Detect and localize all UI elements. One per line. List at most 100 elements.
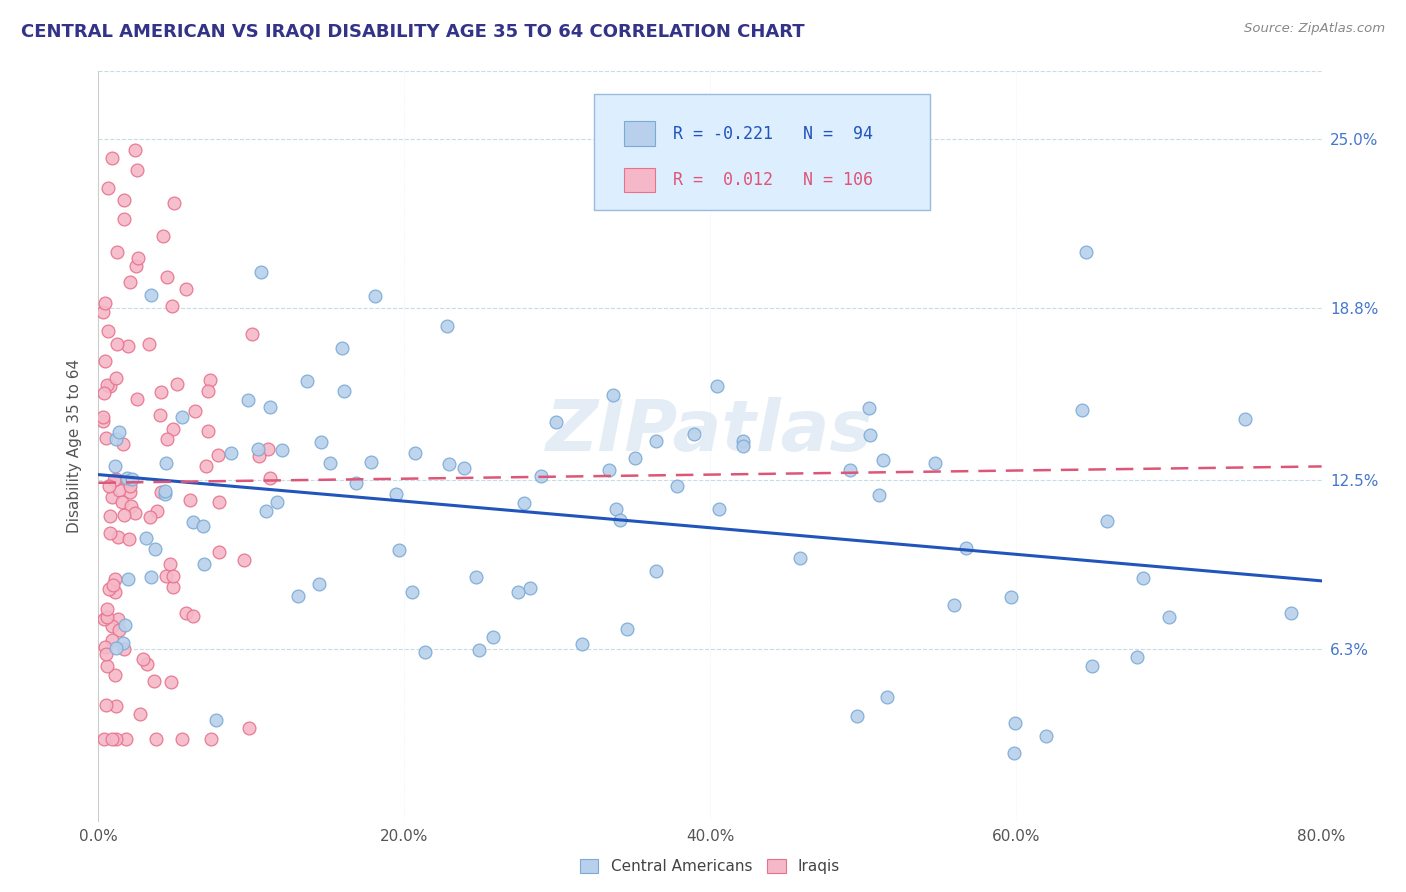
Point xyxy=(319,456,342,470)
Point xyxy=(665,479,688,493)
Point xyxy=(519,581,541,595)
Point xyxy=(115,470,138,484)
Point xyxy=(156,432,179,446)
Point xyxy=(98,479,121,493)
Point xyxy=(344,475,367,490)
Point xyxy=(104,572,127,586)
Point xyxy=(616,622,638,636)
Point xyxy=(135,657,157,671)
Point xyxy=(287,589,309,603)
Point xyxy=(120,276,142,290)
Point xyxy=(404,446,426,460)
FancyBboxPatch shape xyxy=(593,94,931,210)
Point xyxy=(333,384,356,398)
Point xyxy=(104,699,127,714)
Point xyxy=(1000,590,1022,604)
Point xyxy=(152,229,174,244)
Point xyxy=(112,642,135,657)
Point xyxy=(609,513,631,527)
Point xyxy=(266,495,288,509)
Point xyxy=(93,612,115,626)
Point xyxy=(104,585,127,599)
Point xyxy=(96,378,118,392)
Point xyxy=(162,299,184,313)
Point xyxy=(105,640,128,655)
Point xyxy=(117,572,139,586)
Point xyxy=(598,463,620,477)
Point xyxy=(97,181,120,195)
Point xyxy=(155,456,177,470)
Point xyxy=(194,458,217,473)
Point xyxy=(1071,403,1094,417)
Point xyxy=(546,415,568,429)
Point xyxy=(924,456,946,470)
Point xyxy=(101,618,124,632)
Point xyxy=(91,414,114,428)
Point xyxy=(955,541,977,555)
Point xyxy=(101,731,124,746)
Point xyxy=(170,731,193,746)
Point xyxy=(162,422,184,436)
Point xyxy=(1126,650,1149,665)
Point xyxy=(104,668,127,682)
Point xyxy=(120,485,142,500)
Point xyxy=(111,437,134,451)
Point xyxy=(105,245,128,260)
Point xyxy=(838,463,860,477)
FancyBboxPatch shape xyxy=(624,121,655,145)
Point xyxy=(159,557,181,571)
Point xyxy=(571,637,593,651)
Point xyxy=(121,471,143,485)
Point xyxy=(482,630,505,644)
Point xyxy=(105,371,128,385)
Point xyxy=(207,448,229,462)
Point xyxy=(208,545,231,559)
Point xyxy=(219,446,242,460)
Point xyxy=(191,519,214,533)
Point xyxy=(98,378,121,392)
Point xyxy=(112,194,135,208)
Point xyxy=(413,645,436,659)
Text: ZIPatlas: ZIPatlas xyxy=(547,397,873,466)
Point xyxy=(114,731,136,746)
Point xyxy=(153,486,176,500)
Point xyxy=(117,339,139,353)
Point xyxy=(170,410,193,425)
Point xyxy=(112,508,135,522)
Point xyxy=(141,287,163,301)
Point xyxy=(530,469,553,483)
Point xyxy=(437,457,460,471)
Point xyxy=(96,658,118,673)
Point xyxy=(135,532,157,546)
Point xyxy=(103,578,125,592)
Point xyxy=(97,324,120,338)
Point xyxy=(149,484,172,499)
Point xyxy=(1035,729,1057,743)
Point xyxy=(1095,514,1118,528)
Point xyxy=(1074,245,1097,260)
Text: Source: ZipAtlas.com: Source: ZipAtlas.com xyxy=(1244,22,1385,36)
Point xyxy=(942,598,965,612)
Point xyxy=(179,492,201,507)
Point xyxy=(240,326,263,341)
Point xyxy=(872,453,894,467)
Point xyxy=(233,553,256,567)
Point xyxy=(143,541,166,556)
FancyBboxPatch shape xyxy=(624,168,655,193)
Point xyxy=(198,373,221,387)
Point xyxy=(602,387,624,401)
Point xyxy=(401,585,423,599)
Y-axis label: Disability Age 35 to 64: Disability Age 35 to 64 xyxy=(67,359,83,533)
Point xyxy=(108,623,131,637)
Point xyxy=(127,163,149,178)
Point xyxy=(845,709,868,723)
Point xyxy=(96,431,118,445)
Point xyxy=(468,643,491,657)
Point xyxy=(360,455,382,469)
Point xyxy=(453,461,475,475)
Point xyxy=(624,451,647,466)
Point xyxy=(309,435,332,450)
Point xyxy=(105,432,128,446)
Point xyxy=(257,442,280,456)
Point xyxy=(94,296,117,310)
